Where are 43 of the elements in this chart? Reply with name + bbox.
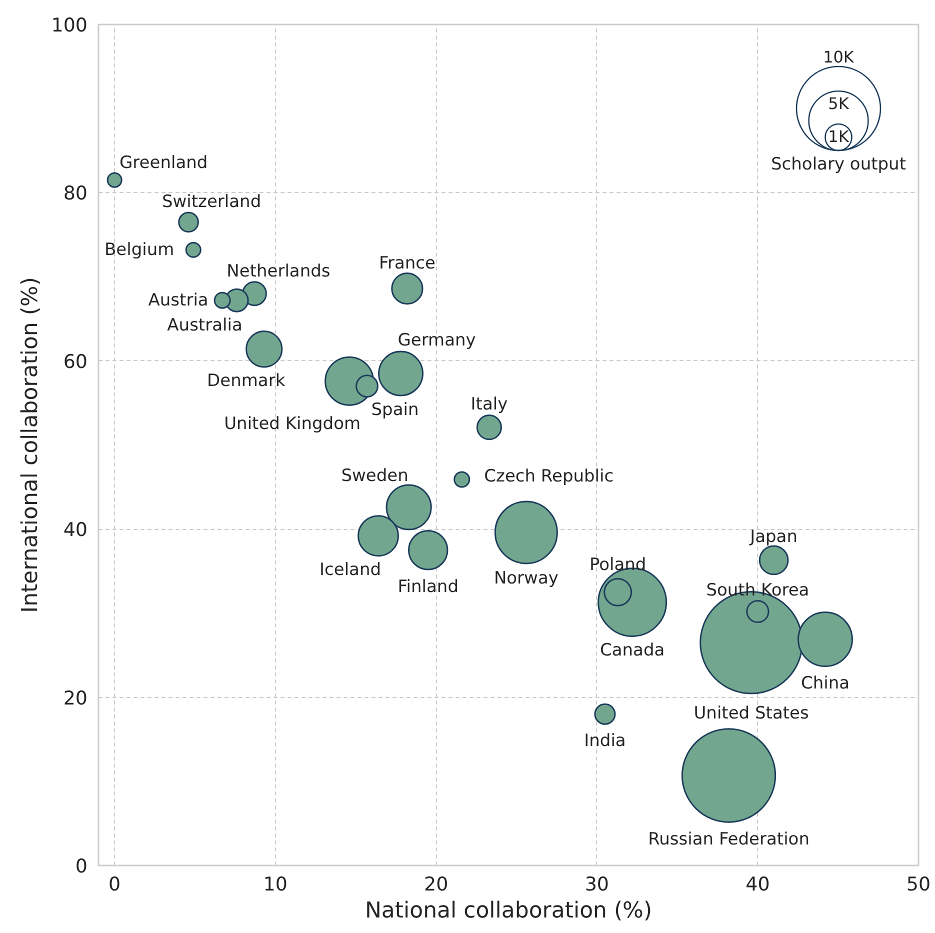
legend-label: 1K bbox=[828, 126, 850, 146]
annotation: Germany bbox=[398, 330, 476, 351]
x-tick-label: 0 bbox=[108, 874, 121, 896]
annotation: South Korea bbox=[706, 580, 810, 601]
x-tick-label: 40 bbox=[746, 874, 770, 896]
legend-title: Scholary output bbox=[771, 154, 906, 174]
y-axis-title: International collaboration (%) bbox=[18, 277, 44, 613]
annotation: Belgium bbox=[104, 240, 174, 260]
legend-label: 5K bbox=[828, 94, 850, 114]
x-tick-label: 30 bbox=[584, 874, 610, 896]
y-tick-label: 40 bbox=[63, 519, 88, 542]
annotation: China bbox=[800, 673, 850, 694]
y-tick-label: 100 bbox=[51, 14, 88, 36]
x-tick-label: 10 bbox=[263, 874, 288, 896]
annotation: France bbox=[378, 254, 436, 274]
annotation: United Kingdom bbox=[224, 414, 361, 434]
annotation: Poland bbox=[589, 555, 646, 576]
annotation: Japan bbox=[749, 527, 798, 548]
annotation: Sweden bbox=[341, 466, 408, 486]
y-tick-label: 60 bbox=[63, 350, 88, 373]
annotation: Greenland bbox=[119, 153, 208, 174]
x-axis-title: National collaboration (%) bbox=[364, 898, 652, 924]
annotation: Spain bbox=[371, 400, 419, 420]
annotation: Iceland bbox=[320, 560, 382, 580]
y-tick-label: 80 bbox=[63, 182, 88, 205]
y-tick-label: 20 bbox=[63, 687, 88, 710]
x-tick-label: 20 bbox=[424, 874, 448, 896]
annotation: Netherlands bbox=[226, 262, 330, 282]
annotation: Switzerland bbox=[162, 192, 262, 212]
annotation: Austria bbox=[148, 290, 208, 310]
annotation: Italy bbox=[470, 394, 508, 414]
annotation: Czech Republic bbox=[484, 466, 614, 486]
annotation: Canada bbox=[600, 640, 665, 660]
annotation: United States bbox=[694, 704, 809, 724]
annotation: Norway bbox=[494, 568, 558, 588]
legend-label: 10K bbox=[823, 48, 854, 66]
x-tick-label: 50 bbox=[906, 874, 931, 896]
annotation: Australia bbox=[167, 315, 242, 336]
annotation: India bbox=[584, 731, 626, 752]
annotation: Finland bbox=[398, 577, 458, 598]
annotation: Denmark bbox=[207, 371, 286, 392]
y-tick-label: 0 bbox=[75, 856, 88, 878]
annotation: Russian Federation bbox=[648, 830, 810, 850]
